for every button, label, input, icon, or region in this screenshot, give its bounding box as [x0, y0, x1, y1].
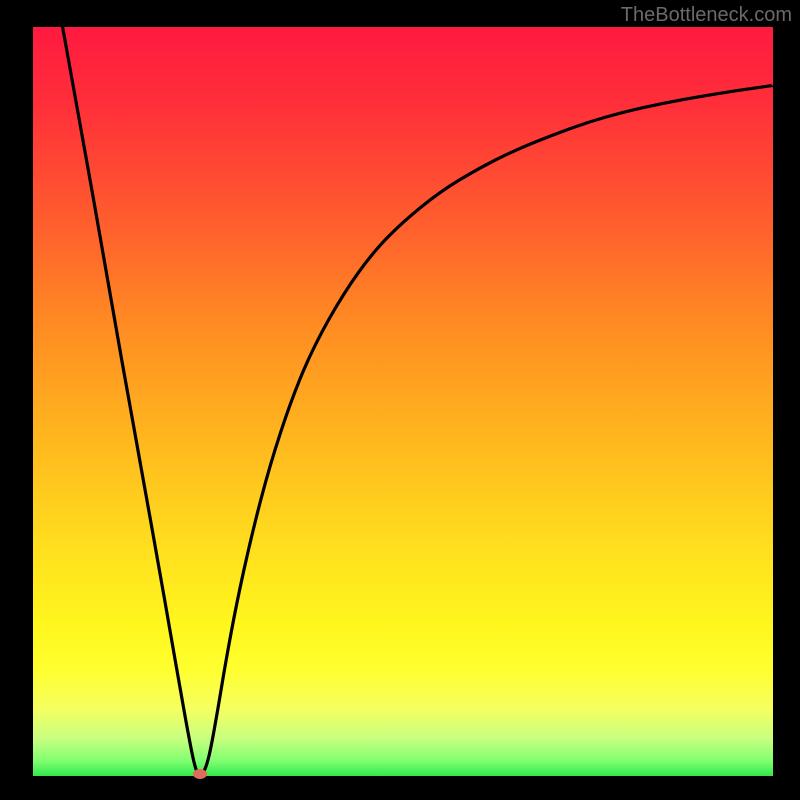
bottleneck-curve — [63, 27, 773, 775]
optimal-point-marker — [193, 769, 207, 779]
curve-layer — [33, 27, 773, 776]
watermark-text: TheBottleneck.com — [621, 4, 792, 27]
chart-container: TheBottleneck.com — [0, 0, 800, 800]
